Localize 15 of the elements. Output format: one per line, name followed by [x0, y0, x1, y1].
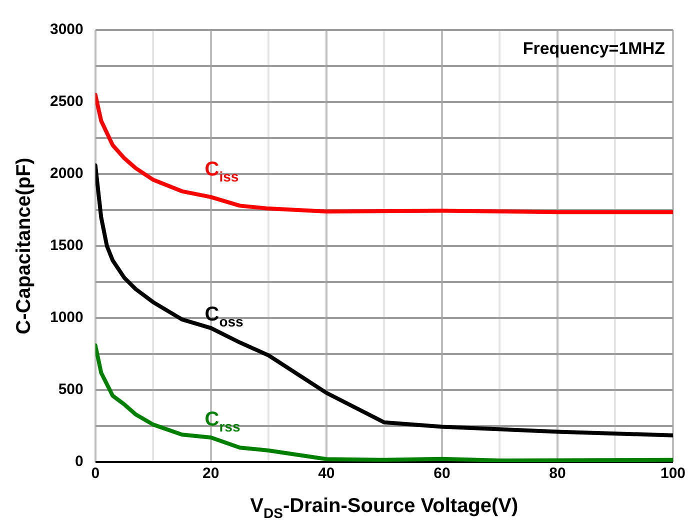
- y-tick-label: 500: [58, 381, 84, 398]
- x-tick-label: 0: [91, 465, 100, 482]
- y-axis-title: C-Capacitance(pF): [13, 158, 35, 334]
- y-tick-label: 3000: [50, 21, 84, 38]
- y-tick-label: 0: [75, 453, 84, 470]
- y-tick-label: 1500: [50, 237, 84, 254]
- x-tick-label: 20: [202, 465, 220, 482]
- y-tick-label: 2000: [50, 165, 84, 182]
- annotation: Frequency=1MHZ: [522, 39, 666, 58]
- x-tick-label: 60: [434, 465, 450, 482]
- x-tick-label: 100: [660, 465, 686, 482]
- y-tick-label: 1000: [50, 309, 84, 326]
- y-tick-label: 2500: [50, 93, 84, 110]
- x-tick-label: 40: [318, 465, 335, 482]
- x-tick-label: 80: [549, 465, 566, 482]
